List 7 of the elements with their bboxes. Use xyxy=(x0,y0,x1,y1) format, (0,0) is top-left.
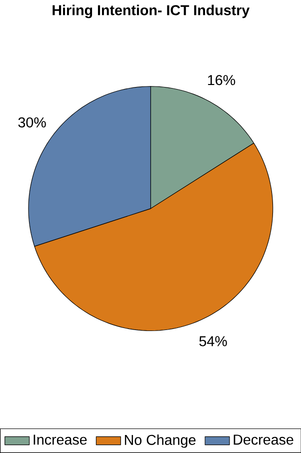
data-label: 54% xyxy=(199,336,227,346)
data-label: 30% xyxy=(18,117,46,128)
chart-title: Hiring Intention- ICT Industry xyxy=(52,4,250,18)
legend-label: Increase xyxy=(34,434,87,445)
legend-label: Decrease xyxy=(234,434,294,445)
legend-label: No Change xyxy=(124,434,196,448)
data-label: 16% xyxy=(208,75,235,86)
